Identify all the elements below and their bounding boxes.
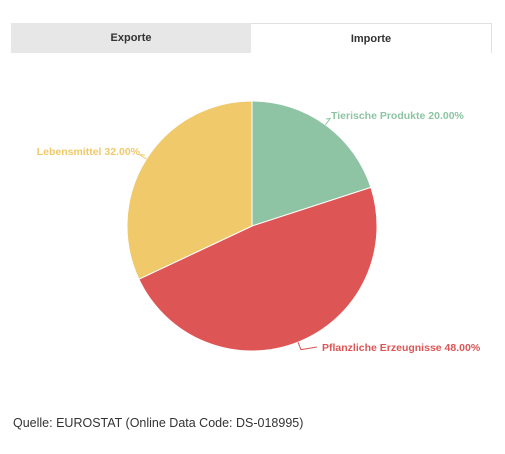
tab-importe[interactable]: Importe (251, 23, 492, 53)
slice-pflanzliche-erzeugnisse[interactable] (138, 186, 378, 352)
tab-exporte[interactable]: Exporte (11, 23, 251, 53)
slice-label: Pflanzliche Erzeugnisse 48.00% (322, 342, 481, 354)
slice-tierische-produkte[interactable] (251, 100, 372, 227)
tab-bar: Exporte Importe (11, 23, 492, 53)
label-connector (325, 117, 332, 126)
slice-label: Lebensmittel 32.00% (37, 146, 141, 158)
slice-lebensmittel[interactable] (126, 100, 253, 280)
label-connector (137, 154, 147, 160)
source-note: Quelle: EUROSTAT (Online Data Code: DS-0… (13, 416, 304, 430)
label-connector (297, 342, 318, 351)
slice-label: Tierische Produkte 20.00% (331, 110, 465, 122)
